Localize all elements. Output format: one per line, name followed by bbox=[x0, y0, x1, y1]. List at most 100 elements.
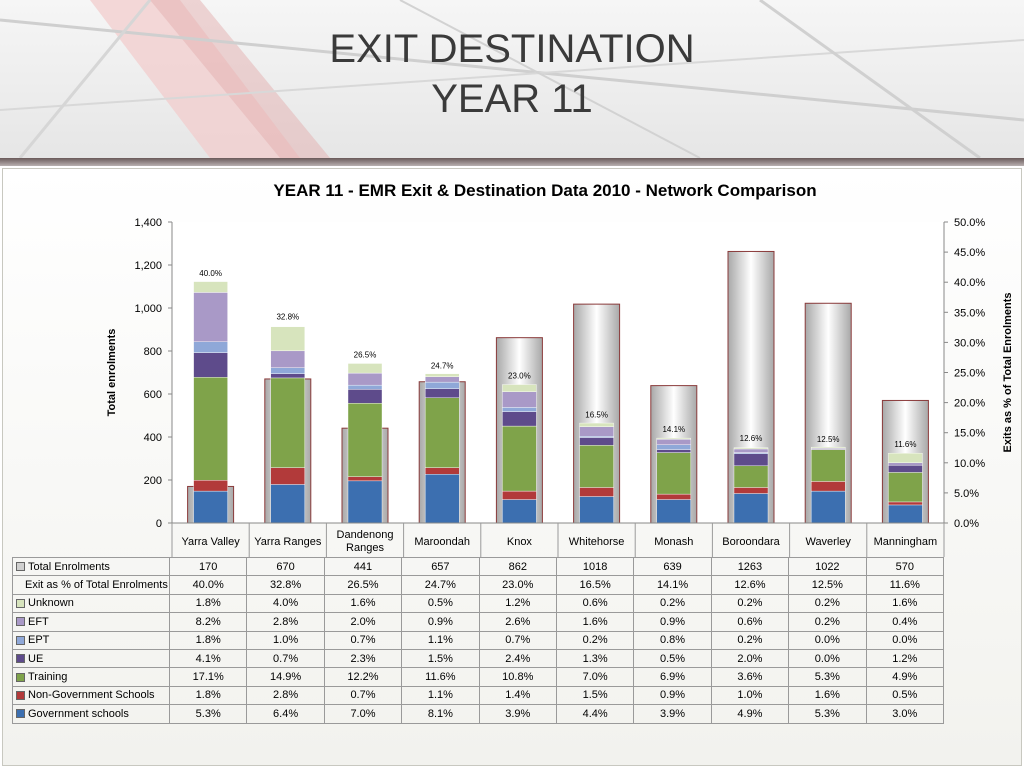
table-cell: 8.1% bbox=[401, 704, 480, 724]
legend-swatch bbox=[16, 672, 25, 682]
stack-segment-ue bbox=[347, 389, 383, 404]
stack-segment-unknown bbox=[502, 384, 537, 392]
table-cell: 1.1% bbox=[401, 685, 480, 706]
table-cell: 26.5% bbox=[323, 575, 403, 595]
exit-percent-label: 32.8% bbox=[276, 313, 299, 322]
table-row-government-schools: Government schools 5.3% 6.4% 7.0% 8.1% 3.9% 4.… bbox=[12, 704, 945, 724]
table-cell: 1022 bbox=[788, 556, 867, 577]
table-cell: 1.3% bbox=[555, 648, 635, 669]
table-cell: 1.0% bbox=[246, 630, 325, 650]
right-tick-label: 15.0% bbox=[954, 428, 985, 440]
table-cell: 4.4% bbox=[555, 704, 635, 724]
stack-segment-ue bbox=[888, 465, 923, 473]
table-cell: 670 bbox=[246, 556, 325, 577]
slide-title-line1: EXIT DESTINATION bbox=[329, 27, 695, 71]
table-cell: 2.4% bbox=[478, 648, 557, 669]
table-row-label: EPT bbox=[12, 630, 170, 650]
table-row-non-government-schools: Non-Government Schools 1.8% 2.8% 0.7% 1.1% 1.… bbox=[12, 685, 945, 706]
table-cell: 17.1% bbox=[168, 667, 248, 687]
stack-segment-government-schools bbox=[193, 490, 228, 524]
stack-segment-eft bbox=[579, 426, 614, 437]
right-tick-label: 25.0% bbox=[954, 368, 985, 380]
stack-segment-government-schools bbox=[347, 480, 383, 524]
table-cell: 1.6% bbox=[788, 685, 867, 706]
category-label: Monash bbox=[654, 536, 693, 548]
category-label: Waverley bbox=[805, 536, 851, 548]
right-tick-label: 20.0% bbox=[954, 398, 985, 410]
stack-segment-unknown bbox=[888, 452, 923, 463]
table-cell: 0.8% bbox=[633, 630, 712, 650]
stack-segment-non-government-schools bbox=[579, 487, 614, 497]
stack-segment-government-schools bbox=[425, 474, 460, 524]
table-cell: 1263 bbox=[710, 556, 790, 577]
stack-segment-unknown bbox=[811, 446, 846, 449]
table-cell: 0.0% bbox=[788, 648, 867, 669]
stack-segment-ept bbox=[193, 341, 228, 353]
legend-swatch bbox=[16, 691, 25, 701]
table-cell: 2.3% bbox=[323, 648, 403, 669]
table-cell: 0.6% bbox=[710, 612, 790, 632]
left-axis-title: Total enrolments bbox=[106, 329, 118, 417]
exit-percent-label: 16.5% bbox=[585, 411, 608, 420]
stack-segment-non-government-schools bbox=[656, 493, 691, 500]
header-divider bbox=[0, 158, 1024, 166]
stack-segment-unknown bbox=[656, 437, 691, 440]
stack-segment-non-government-schools bbox=[425, 467, 460, 475]
stack-segment-government-schools bbox=[656, 499, 691, 524]
table-cell: 4.9% bbox=[865, 667, 945, 687]
table-cell: 0.2% bbox=[710, 630, 790, 650]
stack-segment-training bbox=[347, 403, 383, 477]
slide-header bbox=[0, 0, 1024, 158]
stack-segment-unknown bbox=[193, 281, 228, 293]
stack-segment-government-schools bbox=[270, 484, 305, 524]
table-cell: 862 bbox=[478, 556, 557, 577]
table-cell: 3.6% bbox=[710, 667, 790, 687]
table-cell: 0.7% bbox=[478, 630, 557, 650]
table-cell: 3.0% bbox=[865, 704, 945, 724]
left-tick-label: 600 bbox=[144, 389, 162, 401]
stack-segment-unknown bbox=[270, 326, 305, 352]
stack-segment-non-government-schools bbox=[733, 487, 769, 494]
table-cell: 0.2% bbox=[788, 612, 867, 632]
data-table: Total Enrolments 170 670 441 657 862 1018 639 12… bbox=[12, 556, 945, 724]
slide-title: EXIT DESTINATION YEAR 11 bbox=[0, 24, 1024, 124]
table-row-label: Exit as % of Total Enrolments bbox=[12, 575, 170, 595]
table-cell: 1.8% bbox=[168, 685, 248, 706]
stack-segment-training bbox=[270, 377, 305, 468]
stack-segment-ept bbox=[502, 407, 537, 412]
table-cell: 0.7% bbox=[323, 685, 403, 706]
stack-segment-ue bbox=[656, 449, 691, 453]
stack-segment-non-government-schools bbox=[502, 490, 537, 500]
table-cell: 0.9% bbox=[633, 612, 712, 632]
exit-percent-label: 12.5% bbox=[817, 435, 840, 444]
stack-segment-eft bbox=[270, 350, 305, 368]
right-tick-label: 0.0% bbox=[954, 518, 979, 530]
table-cell: 0.2% bbox=[555, 630, 635, 650]
stack-segment-ue bbox=[733, 453, 769, 467]
exit-percent-label: 26.5% bbox=[354, 350, 377, 359]
table-cell: 0.0% bbox=[788, 630, 867, 650]
exit-percent-label: 23.0% bbox=[508, 372, 531, 381]
left-tick-label: 400 bbox=[144, 432, 162, 444]
table-cell: 7.0% bbox=[555, 667, 635, 687]
left-tick-label: 0 bbox=[156, 518, 162, 530]
table-cell: 1.5% bbox=[401, 648, 480, 669]
exit-percent-label: 40.0% bbox=[199, 269, 222, 278]
table-cell: 2.0% bbox=[323, 612, 403, 632]
stack-segment-ept bbox=[656, 444, 691, 450]
table-row-total-enrolments: Total Enrolments 170 670 441 657 862 1018 639 12… bbox=[12, 556, 945, 577]
table-cell: 32.8% bbox=[246, 575, 325, 595]
table-cell: 170 bbox=[168, 556, 248, 577]
exit-percent-label: 11.6% bbox=[894, 440, 916, 449]
exit-percent-label: 24.7% bbox=[431, 361, 454, 370]
stack-segment-non-government-schools bbox=[811, 481, 846, 492]
table-cell: 4.9% bbox=[710, 704, 790, 724]
table-cell: 0.5% bbox=[633, 648, 712, 669]
table-cell: 24.7% bbox=[401, 575, 480, 595]
table-cell: 2.6% bbox=[478, 612, 557, 632]
left-tick-label: 1,400 bbox=[134, 217, 162, 229]
right-axis-title: Exits as % of Total Enrolments bbox=[1002, 293, 1014, 453]
table-cell: 1.2% bbox=[478, 593, 557, 614]
stack-segment-government-schools bbox=[579, 496, 614, 524]
